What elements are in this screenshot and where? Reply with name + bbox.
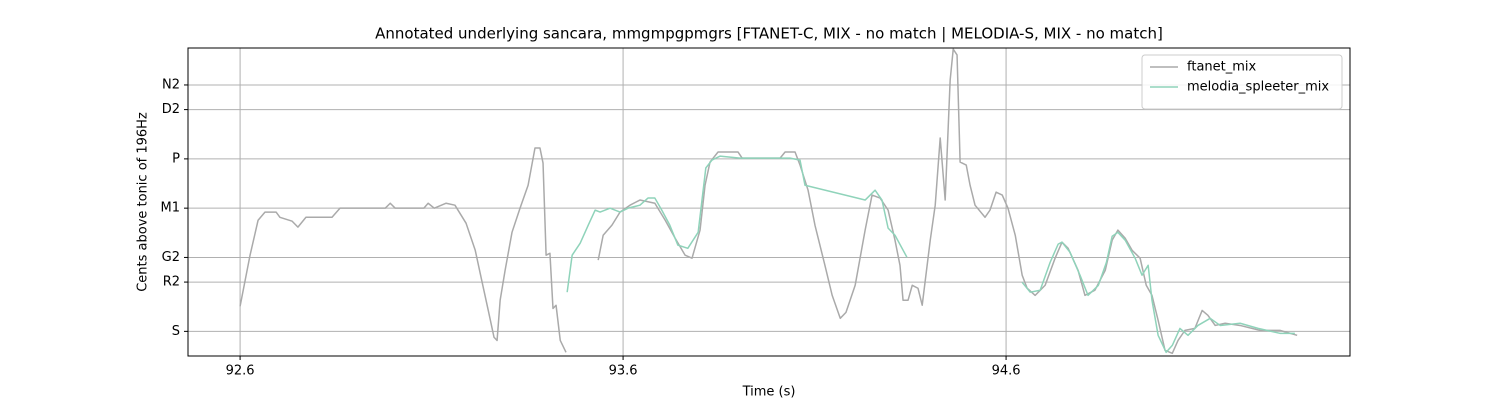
x-tick-label: 92.6 <box>226 364 255 379</box>
x-axis-label: Time (s) <box>742 385 796 400</box>
chart-title: Annotated underlying sancara, mmgmpgpmgr… <box>375 25 1163 43</box>
y-tick-label: G2 <box>162 250 180 265</box>
axes-frame <box>187 47 1351 357</box>
y-tick-label: S <box>172 324 180 339</box>
y-tick-label: M1 <box>161 201 181 216</box>
x-tick-label: 94.6 <box>992 364 1021 379</box>
y-tick-label: D2 <box>162 102 180 117</box>
series-line <box>566 155 1295 354</box>
legend: ftanet_mix melodia_spleeter_mix <box>1141 54 1343 110</box>
legend-box <box>1141 54 1343 110</box>
y-tick-label: P <box>172 151 180 166</box>
legend-label: ftanet_mix <box>1187 60 1257 75</box>
x-tick-label: 93.6 <box>609 364 638 379</box>
series-line <box>239 48 1298 355</box>
y-tick-label: N2 <box>162 77 180 92</box>
y-axis-label: Cents above tonic of 196Hz <box>136 112 151 292</box>
y-tick-label: R2 <box>163 275 180 290</box>
plot-area <box>239 48 1298 355</box>
legend-label: melodia_spleeter_mix <box>1187 80 1329 95</box>
